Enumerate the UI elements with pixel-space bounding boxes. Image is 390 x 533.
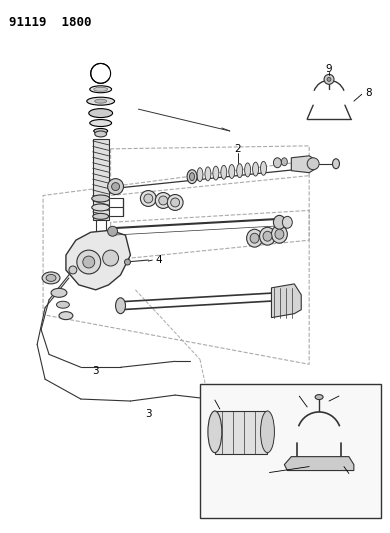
- Ellipse shape: [171, 198, 180, 207]
- Text: 91119  1800: 91119 1800: [9, 16, 92, 29]
- Ellipse shape: [245, 163, 251, 177]
- Text: 4: 4: [155, 255, 161, 265]
- Ellipse shape: [94, 128, 108, 133]
- Ellipse shape: [51, 288, 67, 297]
- Circle shape: [124, 259, 131, 265]
- Circle shape: [83, 256, 95, 268]
- Circle shape: [108, 227, 117, 236]
- Ellipse shape: [42, 272, 60, 284]
- Text: 9: 9: [326, 64, 332, 75]
- Circle shape: [324, 75, 334, 84]
- Ellipse shape: [261, 161, 266, 175]
- Ellipse shape: [213, 166, 219, 180]
- Ellipse shape: [167, 195, 183, 211]
- Ellipse shape: [282, 216, 292, 228]
- Ellipse shape: [205, 167, 211, 181]
- Circle shape: [103, 250, 119, 266]
- Polygon shape: [284, 457, 354, 471]
- Ellipse shape: [95, 99, 106, 103]
- Ellipse shape: [90, 119, 112, 126]
- Ellipse shape: [115, 298, 126, 313]
- Bar: [200, 384, 381, 518]
- Ellipse shape: [333, 159, 339, 169]
- Text: 3: 3: [92, 366, 99, 376]
- Ellipse shape: [187, 169, 197, 183]
- Ellipse shape: [95, 131, 106, 137]
- Ellipse shape: [144, 194, 153, 203]
- Ellipse shape: [273, 158, 281, 168]
- Ellipse shape: [59, 312, 73, 320]
- Ellipse shape: [271, 225, 287, 243]
- Circle shape: [327, 77, 331, 82]
- Circle shape: [69, 266, 77, 274]
- Ellipse shape: [159, 196, 168, 205]
- Ellipse shape: [261, 411, 275, 453]
- Polygon shape: [291, 156, 317, 173]
- Ellipse shape: [92, 204, 110, 211]
- Ellipse shape: [253, 162, 259, 176]
- Polygon shape: [271, 284, 301, 318]
- Ellipse shape: [155, 192, 171, 208]
- Ellipse shape: [259, 227, 275, 245]
- Circle shape: [108, 179, 124, 195]
- Ellipse shape: [140, 190, 156, 206]
- Text: 6: 6: [205, 392, 211, 402]
- Ellipse shape: [93, 213, 109, 220]
- Circle shape: [307, 158, 319, 169]
- Ellipse shape: [275, 229, 284, 239]
- Text: 2: 2: [234, 144, 241, 154]
- Ellipse shape: [281, 158, 287, 166]
- Ellipse shape: [94, 87, 108, 91]
- Ellipse shape: [90, 86, 112, 93]
- Ellipse shape: [197, 168, 203, 182]
- Ellipse shape: [190, 173, 195, 181]
- Ellipse shape: [237, 164, 243, 177]
- Text: 4: 4: [340, 387, 347, 397]
- Ellipse shape: [87, 97, 115, 105]
- Polygon shape: [215, 411, 268, 454]
- Text: 5: 5: [291, 387, 298, 397]
- Ellipse shape: [315, 394, 323, 400]
- Circle shape: [224, 451, 232, 459]
- Ellipse shape: [208, 411, 222, 453]
- Ellipse shape: [250, 233, 259, 243]
- Ellipse shape: [89, 109, 113, 118]
- Ellipse shape: [263, 231, 272, 241]
- Ellipse shape: [57, 301, 69, 308]
- Ellipse shape: [273, 215, 285, 229]
- Circle shape: [77, 250, 101, 274]
- Ellipse shape: [221, 165, 227, 179]
- Text: 3: 3: [145, 409, 152, 419]
- Text: 1: 1: [351, 472, 358, 481]
- Ellipse shape: [92, 195, 110, 202]
- Ellipse shape: [229, 165, 235, 179]
- Circle shape: [112, 183, 120, 190]
- Text: 7: 7: [266, 472, 273, 481]
- Polygon shape: [93, 139, 109, 220]
- Ellipse shape: [46, 274, 56, 281]
- Text: 8: 8: [365, 88, 372, 98]
- Ellipse shape: [246, 229, 262, 247]
- Polygon shape: [66, 230, 131, 290]
